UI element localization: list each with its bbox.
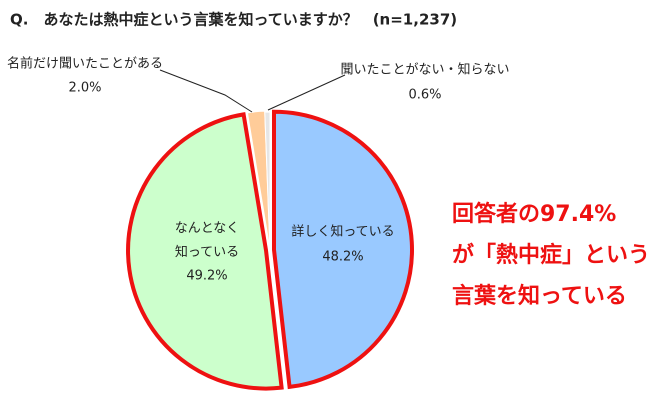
pie-slice bbox=[264, 111, 271, 251]
slice-label: なんとなく知っている bbox=[175, 221, 240, 260]
leader-line bbox=[267, 74, 346, 111]
pie-slice bbox=[246, 110, 271, 250]
leader-line bbox=[159, 69, 253, 113]
value-label: 49.2% bbox=[186, 269, 227, 284]
slice-label: 聞いたことがない・知らない bbox=[340, 62, 509, 78]
value-label: 2.0% bbox=[68, 81, 101, 96]
pie-slice bbox=[126, 112, 284, 391]
pie-slice bbox=[271, 109, 414, 390]
slice-label: 詳しく知っている bbox=[291, 224, 394, 240]
slice-label: 名前だけ聞いたことがある bbox=[7, 56, 163, 72]
value-label: 48.2% bbox=[322, 250, 363, 265]
chart-title: Q. あなたは熱中症という言葉を知っていますか？ (n=1,237) bbox=[10, 11, 457, 29]
value-label: 0.6% bbox=[408, 88, 441, 103]
annotation: 回答者の97.4%が「熱中症」という言葉を知っている bbox=[452, 201, 650, 309]
